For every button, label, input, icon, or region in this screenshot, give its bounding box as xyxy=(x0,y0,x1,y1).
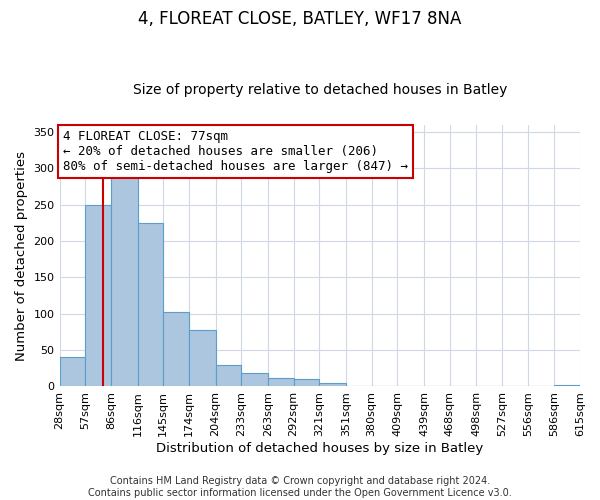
Bar xyxy=(163,312,189,386)
Bar xyxy=(268,378,293,386)
Title: Size of property relative to detached houses in Batley: Size of property relative to detached ho… xyxy=(133,83,507,97)
Y-axis label: Number of detached properties: Number of detached properties xyxy=(15,150,28,360)
X-axis label: Distribution of detached houses by size in Batley: Distribution of detached houses by size … xyxy=(156,442,484,455)
Bar xyxy=(59,358,85,386)
Bar xyxy=(293,379,319,386)
Bar xyxy=(111,176,137,386)
Bar xyxy=(554,385,580,386)
Bar xyxy=(85,204,111,386)
Text: 4 FLOREAT CLOSE: 77sqm
← 20% of detached houses are smaller (206)
80% of semi-de: 4 FLOREAT CLOSE: 77sqm ← 20% of detached… xyxy=(63,130,408,174)
Bar xyxy=(241,372,268,386)
Bar xyxy=(319,383,346,386)
Text: Contains HM Land Registry data © Crown copyright and database right 2024.
Contai: Contains HM Land Registry data © Crown c… xyxy=(88,476,512,498)
Bar xyxy=(189,330,215,386)
Text: 4, FLOREAT CLOSE, BATLEY, WF17 8NA: 4, FLOREAT CLOSE, BATLEY, WF17 8NA xyxy=(139,10,461,28)
Bar xyxy=(215,364,241,386)
Bar xyxy=(137,223,163,386)
